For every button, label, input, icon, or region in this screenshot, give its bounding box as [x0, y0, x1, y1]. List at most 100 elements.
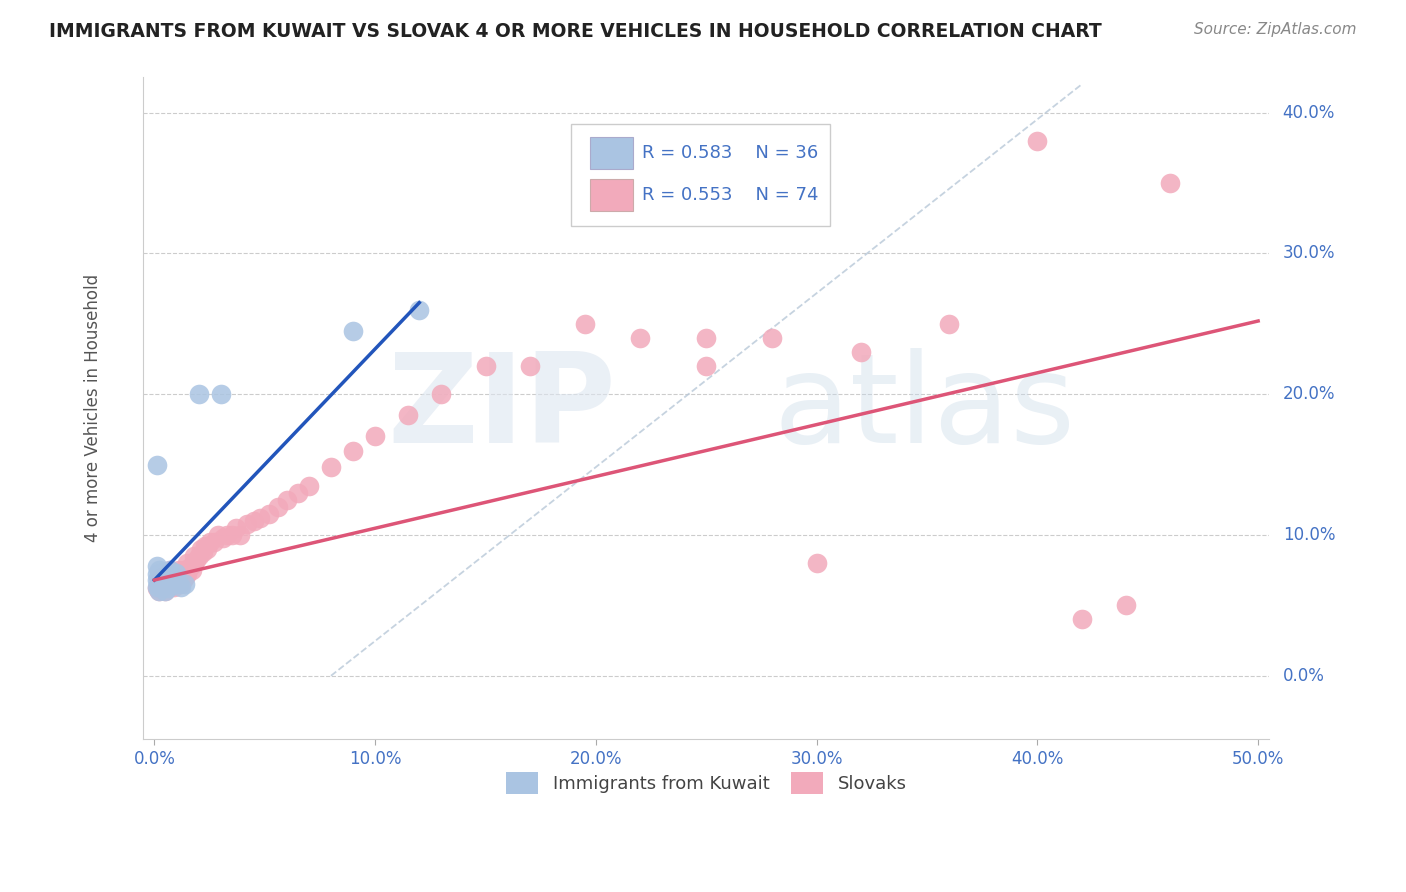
Point	[145, 580, 167, 594]
Point	[195, 542, 218, 557]
Point	[150, 580, 173, 594]
Text: R = 0.553    N = 74: R = 0.553 N = 74	[643, 186, 818, 204]
Text: IMMIGRANTS FROM KUWAIT VS SLOVAK 4 OR MORE VEHICLES IN HOUSEHOLD CORRELATION CHA: IMMIGRANTS FROM KUWAIT VS SLOVAK 4 OR MO…	[49, 22, 1102, 41]
Point	[242, 514, 264, 528]
Point	[145, 567, 167, 582]
Point	[191, 545, 214, 559]
Bar	[591, 137, 633, 169]
Point	[160, 570, 183, 584]
Point	[364, 429, 387, 443]
Point	[187, 387, 209, 401]
Text: 4 or more Vehicles in Household: 4 or more Vehicles in Household	[84, 274, 101, 542]
Point	[207, 528, 229, 542]
Point	[209, 387, 232, 401]
Point	[628, 331, 651, 345]
Point	[148, 573, 170, 587]
Point	[179, 560, 201, 574]
Point	[217, 528, 239, 542]
Point	[229, 528, 252, 542]
Point	[174, 570, 197, 584]
Point	[148, 563, 170, 577]
Point	[183, 556, 205, 570]
Point	[148, 584, 170, 599]
Point	[145, 558, 167, 573]
Point	[150, 566, 173, 580]
Point	[225, 521, 247, 535]
FancyBboxPatch shape	[571, 124, 830, 227]
Point	[170, 580, 193, 594]
Text: 40.0%: 40.0%	[1282, 103, 1336, 121]
Text: ZIP: ZIP	[388, 348, 616, 469]
Point	[298, 479, 321, 493]
Point	[167, 577, 190, 591]
Point	[183, 549, 205, 563]
Point	[519, 359, 541, 373]
Point	[152, 582, 174, 596]
Point	[176, 556, 198, 570]
Point	[150, 570, 173, 584]
Point	[167, 563, 190, 577]
Point	[156, 577, 179, 591]
Point	[165, 573, 187, 587]
Point	[202, 535, 225, 549]
Point	[150, 580, 173, 594]
Point	[695, 331, 717, 345]
Point	[287, 485, 309, 500]
Point	[1159, 176, 1181, 190]
Point	[474, 359, 496, 373]
Point	[180, 563, 202, 577]
Point	[155, 570, 177, 584]
Text: 20.0%: 20.0%	[1282, 385, 1336, 403]
Point	[806, 556, 828, 570]
Point	[156, 567, 179, 582]
Point	[163, 577, 186, 591]
Point	[174, 577, 197, 591]
Point	[319, 460, 342, 475]
Text: 0.0%: 0.0%	[1282, 666, 1324, 685]
Text: atlas: atlas	[773, 348, 1076, 469]
Point	[159, 570, 181, 584]
Point	[165, 566, 187, 580]
Point	[159, 563, 181, 577]
Point	[152, 573, 174, 587]
Point	[148, 584, 170, 599]
Point	[396, 409, 419, 423]
Point	[160, 567, 183, 582]
Point	[190, 542, 212, 557]
Point	[155, 574, 177, 589]
Point	[187, 549, 209, 563]
Point	[408, 302, 430, 317]
Bar	[591, 179, 633, 211]
Point	[165, 577, 187, 591]
Point	[249, 511, 271, 525]
Text: 30.0%: 30.0%	[1282, 244, 1336, 262]
Point	[695, 359, 717, 373]
Point	[167, 573, 190, 587]
Point	[198, 535, 221, 549]
Point	[430, 387, 453, 401]
Point	[342, 324, 364, 338]
Point	[761, 331, 783, 345]
Point	[148, 577, 170, 591]
Text: R = 0.583    N = 36: R = 0.583 N = 36	[643, 144, 818, 161]
Point	[163, 570, 186, 584]
Point	[163, 570, 186, 584]
Point	[155, 584, 177, 599]
Point	[1026, 134, 1049, 148]
Point	[1070, 612, 1092, 626]
Point	[170, 570, 193, 584]
Point	[145, 458, 167, 472]
Point	[145, 582, 167, 596]
Point	[159, 573, 181, 587]
Point	[156, 582, 179, 596]
Point	[186, 553, 208, 567]
Point	[172, 563, 194, 577]
Point	[1115, 599, 1137, 613]
Point	[152, 580, 174, 594]
Point	[156, 567, 179, 582]
Point	[574, 317, 596, 331]
Point	[165, 567, 187, 582]
Point	[145, 573, 167, 587]
Point	[160, 577, 183, 591]
Text: 10.0%: 10.0%	[1282, 526, 1336, 544]
